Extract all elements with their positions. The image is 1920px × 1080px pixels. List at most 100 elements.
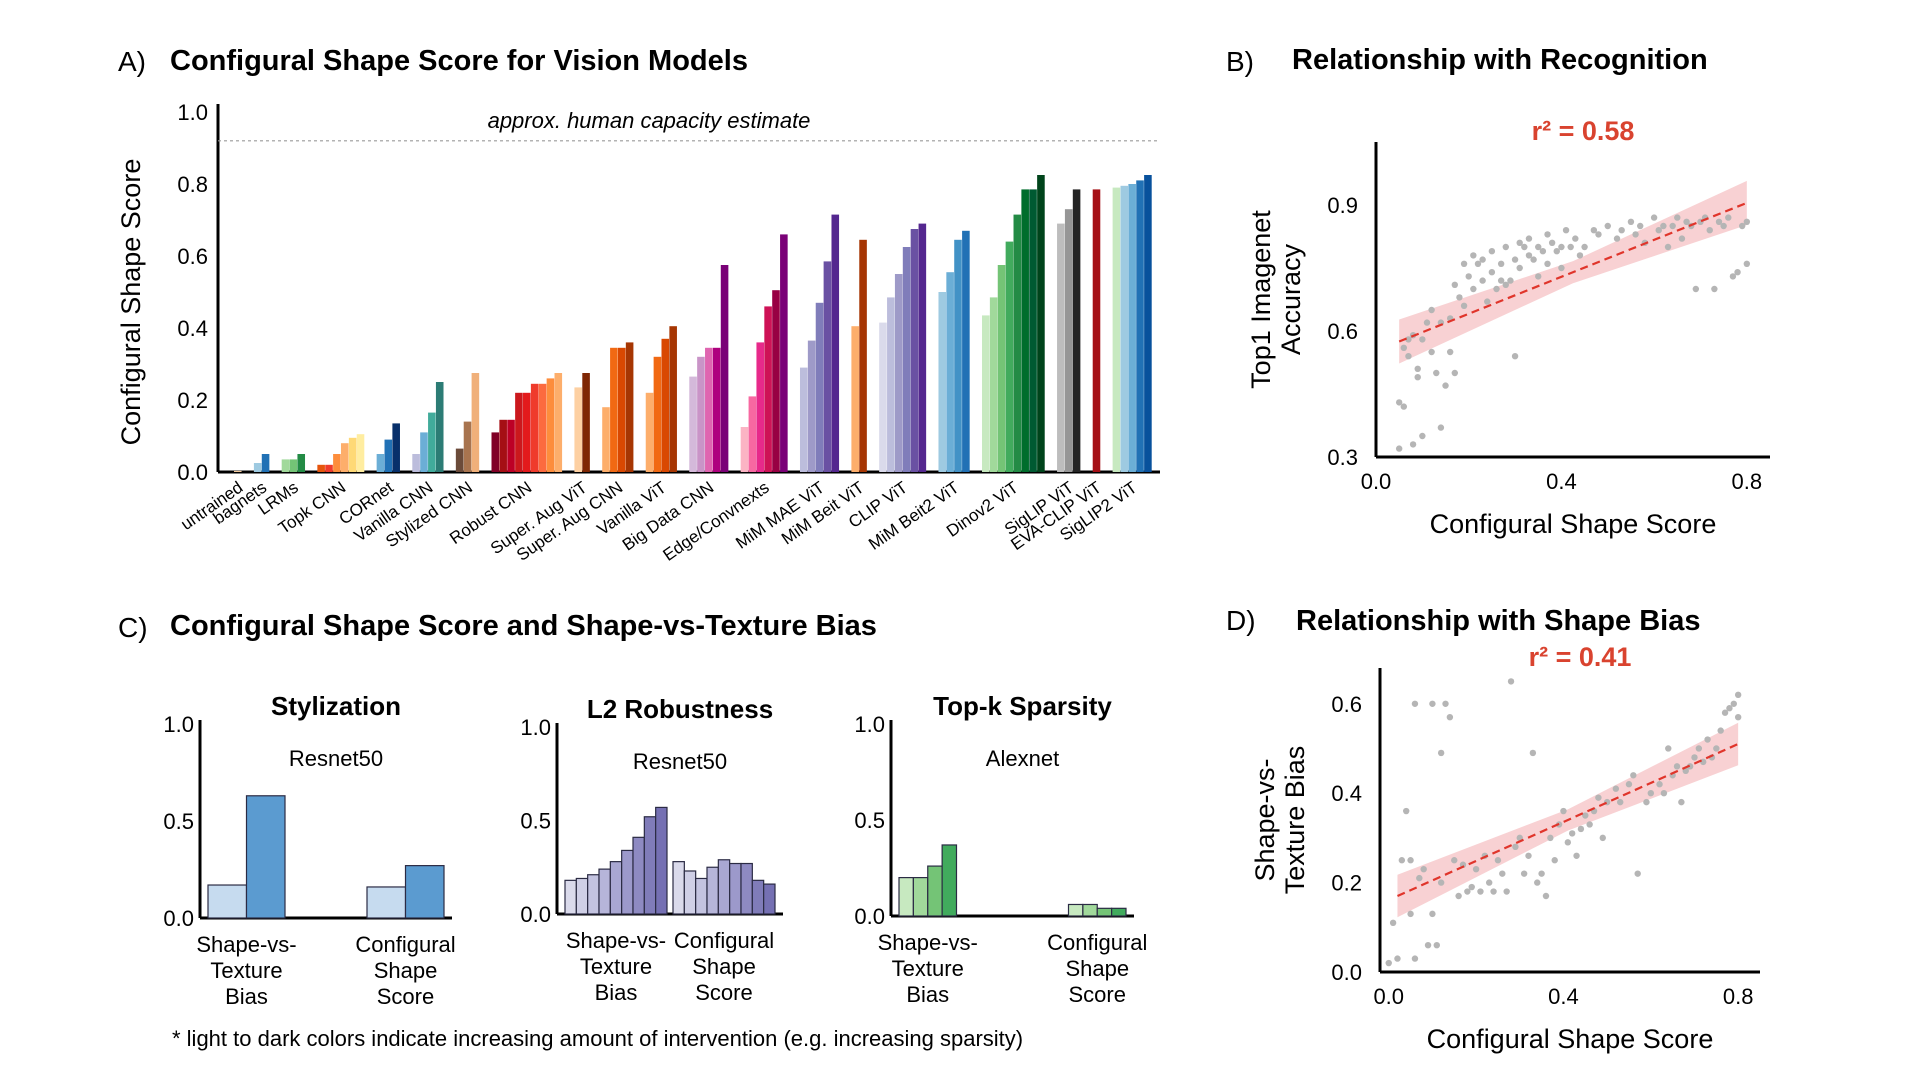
chart-a-bar-vanilla-vit-1 — [645, 392, 654, 472]
chart-a-bar-robust-cnn-4 — [515, 392, 523, 472]
chart-c-l2-robustness-xtick-configural-shape-score-line-3: Score — [695, 980, 752, 1005]
chart-d-point-75 — [1708, 754, 1716, 761]
chart-b-point-20 — [1446, 348, 1454, 356]
chart-c-l2-robustness-xtick-configural-shape-score-line-2: Shape — [692, 954, 756, 979]
chart-b-point-23 — [1451, 369, 1459, 377]
chart-d-confidence-band — [1397, 722, 1739, 918]
chart-a-bar-super-aug-cnn-3 — [617, 347, 626, 472]
chart-a-bar-topk-cnn-4 — [340, 443, 349, 472]
chart-b-point-31 — [1479, 277, 1486, 284]
panel-a-title: Configural Shape Score for Vision Models — [170, 45, 748, 77]
chart-d-point-35 — [1516, 834, 1523, 842]
chart-a-xtick-big-data-cnn: Big Data CNN — [619, 478, 717, 555]
chart-b-point-48 — [1525, 235, 1533, 242]
chart-c-l2-robustness-xtick-configural-shape-score-line-1: Configural — [674, 928, 774, 953]
chart-a-bar-dinov2-vit-3 — [997, 265, 1006, 472]
chart-b-point-18 — [1437, 424, 1445, 431]
chart-d-xlabel: Configural Shape Score — [1427, 1024, 1714, 1054]
chart-a-bar-mim-mae-vit-1 — [799, 367, 808, 472]
chart-b-point-78 — [1674, 214, 1681, 221]
chart-c-l2-robustness-bar-configural-shape-score-3 — [695, 877, 708, 915]
chart-d-point-23 — [1464, 888, 1471, 895]
chart-d-point-21 — [1455, 892, 1462, 900]
chart-c-l2-robustness-bar-configural-shape-score-1 — [672, 861, 685, 915]
chart-b-point-14 — [1428, 348, 1435, 356]
chart-b-point-75 — [1660, 222, 1667, 230]
chart-d-xtick-0-4: 0.4 — [1548, 984, 1579, 1009]
chart-a-bar-mim-beit2-vit-1 — [938, 292, 947, 472]
chart-b-ylabel-line-2: Accuracy — [1276, 243, 1306, 355]
chart-b-confidence-band — [1399, 180, 1747, 364]
chart-a-bar-robust-cnn-3 — [507, 419, 515, 472]
chart-b-point-51 — [1535, 273, 1542, 280]
chart-b-point-64 — [1590, 227, 1598, 234]
chart-a-bar-topk-cnn-6 — [356, 434, 365, 472]
chart-a-bar-dinov2-vit-6 — [1021, 189, 1029, 472]
chart-d-point-69 — [1682, 767, 1689, 775]
chart-d-ytick-0-0: 0.0 — [1331, 960, 1362, 985]
chart-b-point-17 — [1437, 319, 1445, 326]
chart-d-point-10 — [1416, 874, 1423, 882]
chart-c-l2-robustness-xtick-shape-vs-texture-bias-line-1: Shape-vs- — [566, 928, 666, 953]
chart-a-bar-mim-beit2-vit-4 — [962, 230, 970, 472]
chart-c-top-k-sparsity-xtick-configural-shape-score-line-1: Configural — [1047, 930, 1147, 955]
chart-d-point-38 — [1529, 749, 1537, 757]
chart-a-ytick-0-0: 0.0 — [177, 460, 208, 485]
chart-a-bar-dinov2-vit-8 — [1037, 175, 1045, 472]
footnote: * light to dark colors indicate increasi… — [172, 1026, 1024, 1051]
chart-d-point-7 — [1407, 910, 1414, 918]
chart-b-point-74 — [1655, 227, 1662, 234]
chart-a-bar-vanilla-cnn-4 — [435, 382, 444, 472]
chart-c-l2-robustness-bar-shape-vs-texture-bias-9 — [655, 806, 668, 915]
chart-d-point-20 — [1451, 857, 1458, 864]
chart-a-bar-super-aug-vit-1 — [574, 387, 582, 472]
chart-b-point-53 — [1544, 231, 1551, 238]
chart-a-xtick-mim-beit-vit: MiM Beit ViT — [778, 478, 868, 549]
chart-d-point-82 — [1734, 713, 1742, 721]
chart-a-bar-super-aug-vit-2 — [582, 373, 590, 472]
chart-c-top-k-sparsity-bar-configural-shape-score-4 — [1111, 907, 1127, 917]
chart-d-point-13 — [1429, 700, 1436, 707]
chart-b-point-73 — [1650, 214, 1658, 221]
chart-b-point-91 — [1734, 269, 1741, 276]
chart-d-point-50 — [1582, 812, 1589, 819]
chart-c-l2-robustness-bar-shape-vs-texture-bias-3 — [587, 874, 600, 915]
chart-d-r2-annotation: r² = 0.41 — [1529, 642, 1632, 672]
chart-a-xtick-edge-convnexts: Edge/Convnexts — [660, 478, 773, 565]
chart-b-point-28 — [1470, 285, 1477, 293]
chart-c-top-k-sparsity-bar-shape-vs-texture-bias-4 — [941, 844, 958, 917]
chart-d-ytick-0-2: 0.2 — [1331, 871, 1362, 896]
chart-d-point-30 — [1494, 857, 1502, 864]
chart-d-point-2 — [1389, 919, 1397, 927]
chart-a-bar-dinov2-vit-4 — [1005, 241, 1014, 472]
chart-b-point-37 — [1497, 260, 1505, 267]
chart-d-point-16 — [1437, 749, 1445, 757]
chart-b-point-27 — [1465, 273, 1472, 280]
chart-a-bar-clip-vit-6 — [918, 223, 927, 472]
chart-d-point-61 — [1643, 798, 1650, 806]
chart-b-point-86 — [1711, 285, 1718, 293]
chart-b-xtick-0-8: 0.8 — [1732, 469, 1763, 494]
chart-b-point-36 — [1493, 285, 1500, 293]
chart-b-point-76 — [1664, 243, 1672, 251]
chart-d-point-70 — [1686, 763, 1694, 770]
chart-d-point-4 — [1398, 857, 1406, 864]
chart-b-r2-annotation: r² = 0.58 — [1532, 116, 1635, 146]
chart-b-point-44 — [1516, 239, 1523, 246]
chart-c-stylization-xtick-configural-shape-score-line-1: Configural — [355, 932, 455, 957]
chart-a-bar-super-aug-cnn-1 — [602, 407, 610, 472]
chart-d-point-37 — [1525, 852, 1532, 859]
chart-b-point-4 — [1409, 441, 1417, 448]
chart-b-point-13 — [1423, 319, 1431, 326]
chart-b-point-68 — [1618, 227, 1625, 234]
chart-a-bar-stylized-cnn-1 — [455, 448, 464, 472]
chart-a-xtick-siglip-vit: SigLIP ViT — [1001, 478, 1077, 539]
chart-d-point-44 — [1555, 821, 1563, 828]
chart-a-xtick-dinov2-vit: Dinov2 ViT — [943, 478, 1022, 541]
chart-b-point-88 — [1720, 222, 1727, 230]
chart-b-point-71 — [1637, 222, 1644, 230]
chart-c-stylization-ytick-0-5: 0.5 — [163, 809, 194, 834]
chart-b-point-65 — [1595, 231, 1602, 238]
chart-a-xtick-super-aug-cnn: Super. Aug CNN — [513, 478, 626, 565]
